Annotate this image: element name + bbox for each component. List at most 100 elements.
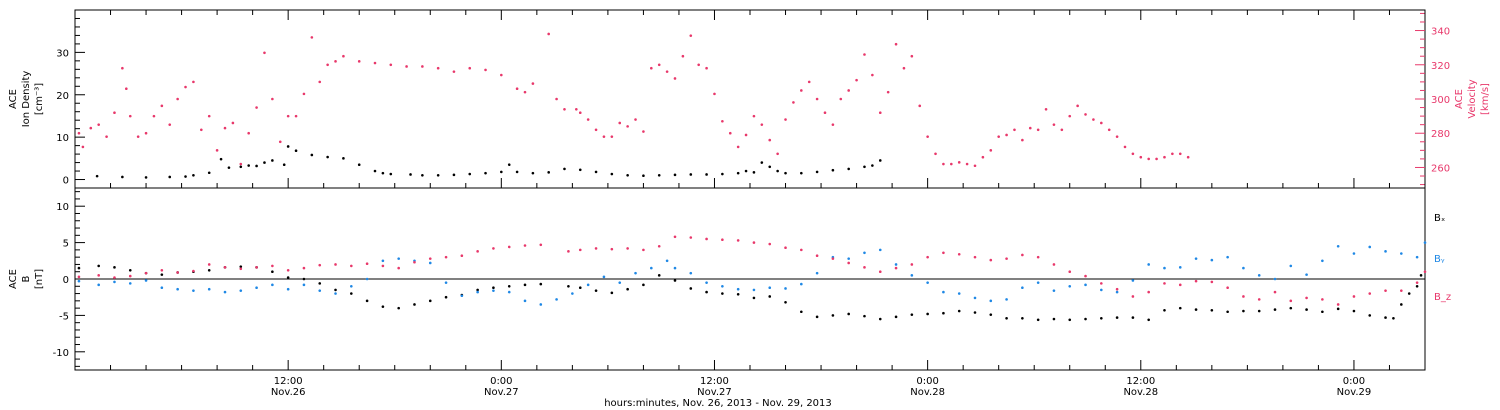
velocity-point: [1028, 126, 1032, 130]
by-point: [942, 290, 945, 294]
bx-point: [476, 288, 479, 292]
velocity-point: [89, 126, 93, 130]
bx-point: [1068, 318, 1072, 322]
bz-point: [1178, 283, 1182, 287]
velocity-point: [926, 135, 929, 138]
bz-point: [768, 242, 772, 246]
bz-point: [413, 260, 416, 264]
by-point: [1384, 250, 1387, 253]
legend-by: Bᵧ: [1434, 254, 1445, 265]
by-point: [97, 283, 100, 287]
velocity-point: [468, 66, 472, 70]
density-point: [626, 173, 629, 177]
by-point: [286, 287, 290, 291]
x-tick-time: 0:00: [1343, 376, 1365, 387]
bz-point: [1305, 296, 1308, 300]
density-point: [294, 149, 298, 153]
top-ylabel2-line2: Velocity: [1467, 79, 1478, 118]
density-point: [689, 173, 693, 176]
bx-point: [1084, 317, 1087, 321]
bz-point: [705, 237, 708, 241]
by-point: [350, 284, 353, 288]
density-point: [610, 172, 614, 176]
density-point: [642, 174, 645, 178]
velocity-point: [831, 123, 835, 126]
bx-point: [492, 286, 495, 290]
by-point: [1194, 257, 1198, 260]
by-point: [1423, 241, 1427, 244]
velocity-point: [125, 87, 128, 91]
bx-point: [689, 287, 693, 290]
velocity-point: [105, 135, 108, 138]
velocity-point: [997, 135, 1000, 138]
velocity-point: [113, 111, 116, 114]
velocity-point: [405, 65, 408, 68]
velocity-point: [255, 106, 258, 109]
bz-point: [1384, 289, 1387, 292]
velocity-point: [618, 121, 622, 125]
bx-point: [1163, 309, 1166, 312]
bx-point: [1392, 317, 1395, 320]
velocity-point: [942, 162, 945, 166]
bz-point: [942, 251, 945, 255]
bx-point: [1368, 314, 1372, 317]
velocity-point: [713, 92, 716, 96]
bz-point: [1147, 290, 1150, 294]
density-point: [863, 165, 866, 169]
bx-point: [768, 295, 772, 298]
density-point: [310, 153, 314, 157]
bz-point: [1100, 282, 1103, 285]
velocity-point: [705, 66, 708, 70]
by-point: [318, 289, 322, 292]
velocity-point: [168, 123, 172, 126]
bz-point: [657, 244, 661, 248]
by-point: [1021, 286, 1024, 290]
by-point: [618, 281, 622, 284]
bz-point: [381, 264, 385, 268]
density-point: [409, 173, 412, 176]
bz-point: [1163, 282, 1166, 285]
velocity-point: [902, 66, 906, 70]
x-tick-time: 0:00: [490, 376, 512, 387]
velocity-point: [728, 131, 732, 135]
bz-point: [752, 241, 756, 244]
velocity-point: [200, 128, 203, 132]
bz-point: [77, 275, 81, 279]
bx-point: [413, 303, 416, 306]
bx-point: [736, 292, 740, 296]
velocity-point: [681, 54, 685, 58]
by-point: [176, 287, 179, 291]
by-point: [721, 284, 724, 288]
velocity-point: [871, 73, 874, 77]
by-point: [271, 283, 274, 287]
by-point: [1242, 266, 1245, 270]
bz-point: [1005, 257, 1008, 260]
density-point: [192, 173, 195, 177]
velocity-point: [1044, 107, 1048, 111]
by-point: [800, 282, 803, 286]
bz-point: [567, 250, 570, 253]
velocity-point: [239, 162, 243, 166]
bz-point: [1368, 292, 1372, 295]
velocity-point: [1052, 123, 1056, 126]
velocity-point: [310, 36, 314, 39]
velocity-point: [128, 114, 132, 118]
bz-point: [610, 247, 614, 251]
by-point: [973, 296, 977, 300]
by-point: [1084, 283, 1087, 287]
x-tick-time: 12:00: [274, 376, 303, 387]
bz-point: [1115, 287, 1119, 291]
density-point: [673, 173, 677, 177]
density-point: [452, 173, 456, 177]
velocity-point: [563, 107, 566, 111]
density-point: [219, 157, 223, 161]
velocity-point: [1171, 152, 1174, 156]
bx-point: [1352, 309, 1356, 313]
bz-point: [97, 274, 100, 277]
density-point: [721, 172, 724, 176]
bz-point: [957, 252, 961, 256]
bottom-ylabel-line1: ACE: [8, 269, 19, 289]
bx-point: [1407, 292, 1411, 295]
bz-point: [863, 266, 866, 269]
density-point: [421, 173, 424, 177]
